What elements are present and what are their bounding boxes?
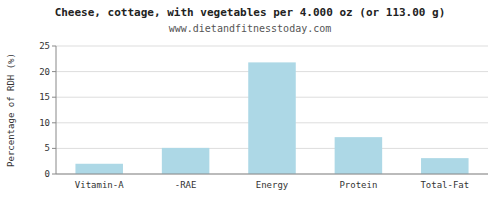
bars: [75, 62, 468, 174]
bar: [75, 164, 123, 174]
chart-svg: Cheese, cottage, with vegetables per 4.0…: [0, 0, 500, 200]
y-tick-label: 25: [39, 41, 50, 51]
y-tick: [52, 71, 56, 72]
y-tick: [52, 174, 56, 175]
x-tick-label: Energy: [256, 180, 289, 190]
y-tick-label: 10: [39, 118, 50, 128]
y-tick: [52, 148, 56, 149]
bar: [421, 158, 469, 174]
x-tick-label: Total-Fat: [420, 180, 469, 190]
y-axis-line: [56, 46, 57, 174]
page: {"chart_data": {"type": "bar", "title": …: [0, 0, 500, 200]
bar: [162, 148, 210, 174]
grid-line: [56, 174, 488, 175]
y-tick: [52, 122, 56, 123]
y-tick: [52, 46, 56, 47]
x-axis-line: [56, 174, 488, 175]
grid: [56, 46, 488, 174]
y-axis-label: Percentage of RDH (%): [6, 53, 16, 167]
x-tick-label: -RAE: [175, 180, 197, 190]
y-tick: [52, 97, 56, 98]
y-tick-label: 5: [45, 143, 50, 153]
subtitle: www.dietandfitnesstoday.com: [169, 23, 332, 34]
y-tick-label: 0: [45, 169, 50, 179]
bar: [248, 62, 296, 174]
y-tick-label: 15: [39, 92, 50, 102]
chart-container: Cheese, cottage, with vegetables per 4.0…: [0, 0, 500, 200]
grid-line: [56, 46, 488, 47]
y-tick-label: 20: [39, 67, 50, 77]
x-tick-label: Protein: [339, 180, 377, 190]
title: Cheese, cottage, with vegetables per 4.0…: [55, 6, 446, 19]
bar: [335, 137, 383, 174]
x-tick-label: Vitamin-A: [75, 180, 124, 190]
